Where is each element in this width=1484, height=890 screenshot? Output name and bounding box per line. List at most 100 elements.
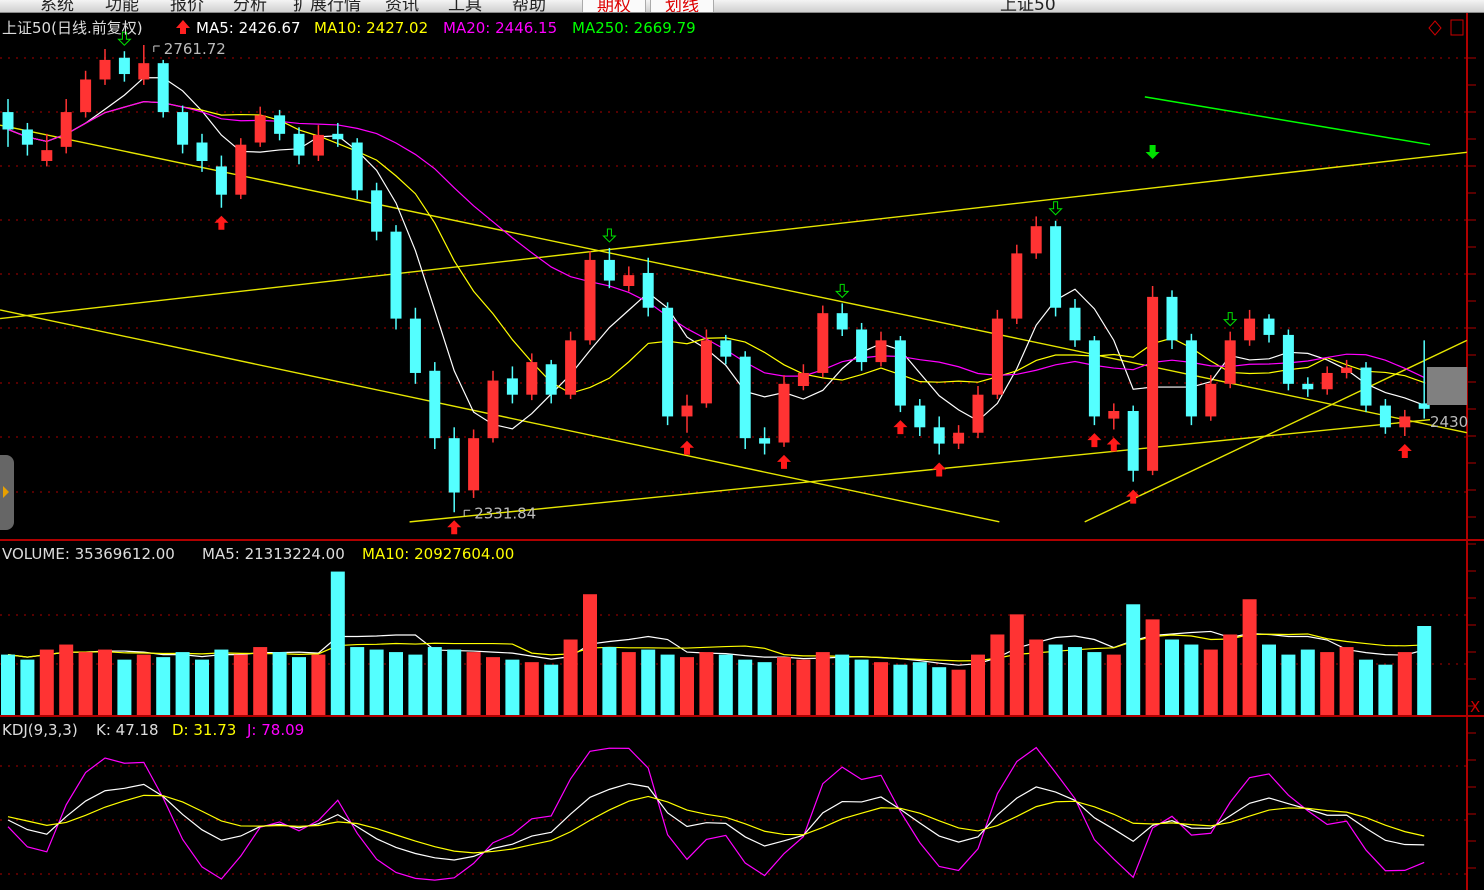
candle-up [584,259,596,341]
candle-up [778,383,790,443]
volume-bar [1320,652,1335,715]
ma20-line [7,101,1425,379]
candle-down [914,405,926,428]
menu-analysis[interactable]: 分析 [233,0,267,13]
kdj-j: J: 78.09 [246,721,304,739]
candle-up [60,112,72,147]
volume-bar [292,657,306,715]
menu-function[interactable]: 功能 [105,0,139,13]
ma5-value: MA5: 2426.67 [196,19,301,37]
close-panel-icon[interactable]: X [1470,698,1480,716]
sell-arrow-icon [602,228,617,243]
candle-down [739,356,751,439]
stock-chart[interactable]: 2761.72 2331.84 上证50(日线.前复权) MA5: 2426.67… [0,13,1484,890]
buy-arrow-icon [777,454,791,469]
buy-arrow-icon [1087,433,1102,448]
volume-bar [563,639,578,715]
candle-up [875,340,887,363]
volume-bar [893,664,908,715]
candle-up [623,275,635,286]
candle-up [80,79,92,113]
candle-up [254,115,266,143]
indicator-lines [0,77,1468,881]
options-button[interactable]: 期权 [582,0,646,12]
volume-bar [1184,644,1199,715]
volume-bar [233,654,248,715]
candle-down [642,272,654,308]
volume-bar [1359,659,1373,715]
menu-system[interactable]: 系统 [40,0,74,13]
candle-down [371,190,383,232]
volume-bar [466,652,481,715]
volume-bar [1106,654,1121,715]
volume-bar [20,659,35,715]
volume-ma5-line [7,630,1425,666]
kdj-j-line [7,746,1425,881]
volume-bar [699,652,714,715]
sidebar-expand-handle[interactable] [0,455,14,530]
volume-bar [1,654,15,715]
window-title: 上证50 [1000,0,1056,13]
kdj-d: D: 31.73 [172,721,236,739]
candle-down [1379,405,1391,428]
draw-line-button[interactable]: 划线 [650,0,714,12]
candle-down [1418,403,1430,409]
candle-down [1069,307,1081,341]
volume-bar [214,649,229,715]
volume-bar [1242,599,1257,715]
volume-bar [718,654,733,715]
candle-down [351,142,363,191]
volume-bar [602,647,617,715]
menu-news[interactable]: 资讯 [385,0,419,13]
buy-arrow-icon [1126,489,1141,504]
volume-bar [1145,619,1160,715]
volume-bar [350,647,365,715]
volume-bar [78,652,93,715]
menu-extended[interactable]: 扩展行情 [293,0,361,13]
candle-down [390,231,402,319]
ma5-line [7,77,1425,430]
ma250-value: MA250: 2669.79 [572,19,696,37]
kdj-d-line [7,794,1425,854]
candle-down [1166,296,1178,341]
buy-arrow-icon [932,462,947,477]
volume-bar [680,657,694,715]
menu-tools[interactable]: 工具 [448,0,482,13]
volume-ma10-line [7,633,1425,662]
volume-bar [524,662,539,715]
volume-bar [427,647,442,715]
candle-down [506,378,518,395]
volume-bar [486,657,500,715]
menu-quote[interactable]: 报价 [170,0,204,13]
layout-toggle-icon[interactable] [1450,19,1464,36]
candle-down [1302,383,1314,390]
candle-up [1224,340,1236,384]
candle-up [700,340,712,404]
trend-line [1084,339,1468,523]
volume-bar [854,659,869,715]
kdj-k-line [7,782,1425,861]
candle-down [1185,340,1197,417]
annotation-pointer [463,509,471,517]
up-arrow-icon [176,20,190,34]
candle-up [1147,296,1159,471]
candle-down [2,112,14,130]
volume-bar [544,664,559,715]
grid-lines [0,13,1484,890]
volume-bar [39,649,54,715]
candle-down [448,438,460,493]
volume-bar [660,654,675,715]
volume-bar [505,659,520,715]
candle-down [894,340,906,406]
candle-down [274,115,286,134]
volume-bar [1029,639,1044,715]
menu-help[interactable]: 帮助 [512,0,546,13]
candle-down [1088,340,1100,417]
candle-up [1011,253,1023,319]
candlesticks [2,45,1430,513]
volume-bar [815,652,830,715]
candle-up [138,63,150,80]
buy-arrow-icon [1106,437,1121,452]
diamond-icon[interactable] [1428,20,1442,36]
candle-up [526,362,538,395]
